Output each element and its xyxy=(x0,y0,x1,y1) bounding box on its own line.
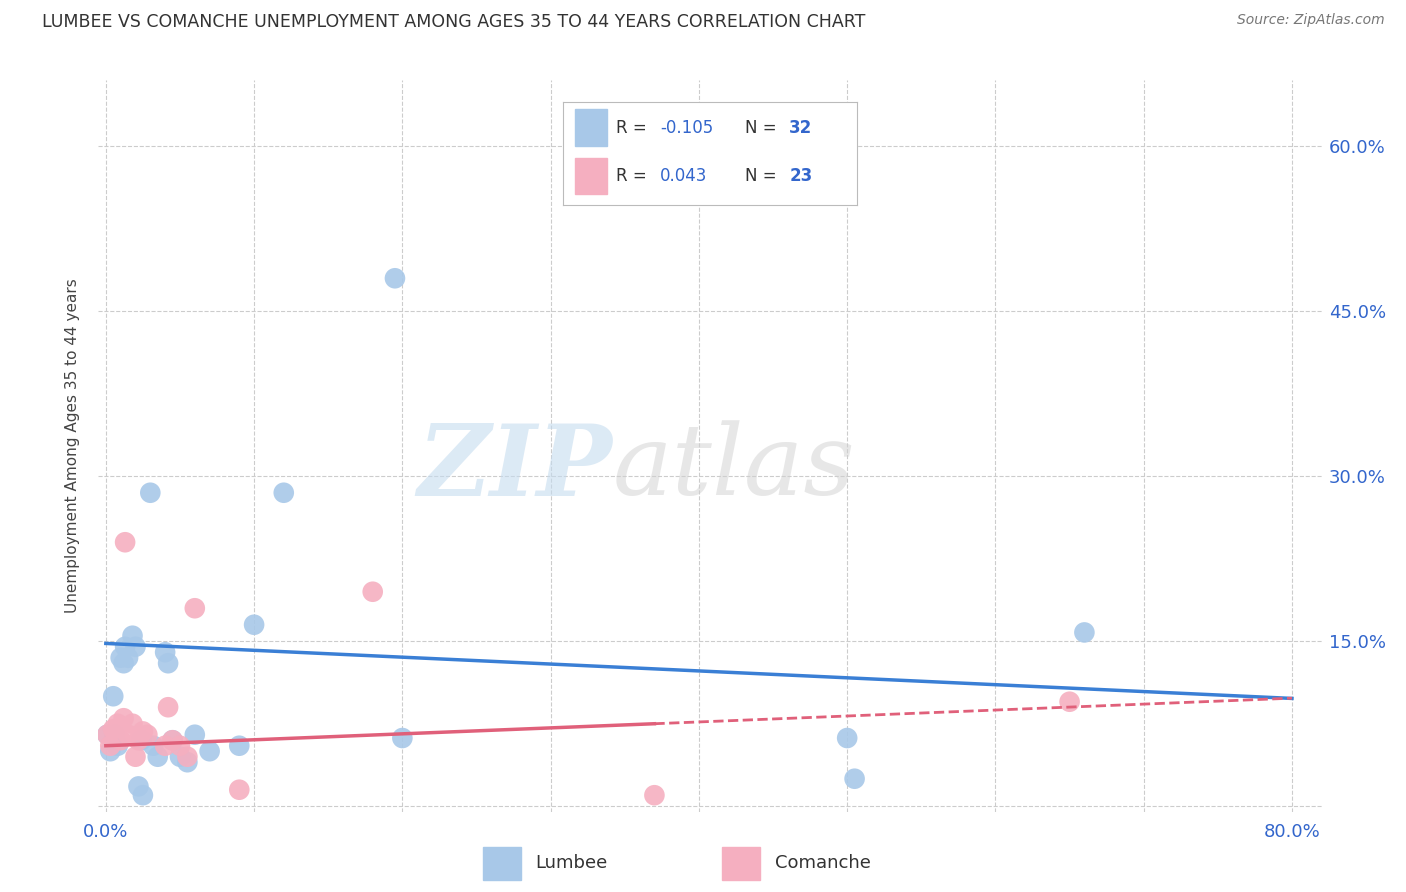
Point xyxy=(1059,695,1081,709)
Point xyxy=(184,728,207,742)
Point xyxy=(114,640,136,654)
Point xyxy=(110,733,132,747)
Point xyxy=(198,744,221,758)
Point xyxy=(169,749,191,764)
Point xyxy=(132,789,155,803)
Text: R =: R = xyxy=(616,119,647,136)
Point xyxy=(127,733,149,747)
Point xyxy=(103,723,125,737)
Point xyxy=(273,485,295,500)
Point xyxy=(1073,625,1095,640)
Point xyxy=(114,535,136,549)
Text: 32: 32 xyxy=(789,119,813,136)
Point xyxy=(146,749,169,764)
Point xyxy=(837,731,859,745)
Point xyxy=(117,728,139,742)
Point xyxy=(361,584,384,599)
Point xyxy=(103,690,125,704)
Text: ZIP: ZIP xyxy=(418,420,612,516)
Text: Lumbee: Lumbee xyxy=(536,854,607,872)
Point xyxy=(121,629,143,643)
Point xyxy=(228,739,250,753)
Bar xyxy=(575,110,607,146)
Bar xyxy=(723,847,761,880)
Point xyxy=(176,749,198,764)
Point xyxy=(162,733,184,747)
Text: 23: 23 xyxy=(789,167,813,185)
Point xyxy=(153,645,176,659)
Point xyxy=(391,731,413,745)
Point xyxy=(142,739,165,753)
Text: 0.043: 0.043 xyxy=(661,167,707,185)
Point xyxy=(98,739,121,753)
Text: Source: ZipAtlas.com: Source: ZipAtlas.com xyxy=(1237,13,1385,28)
Text: LUMBEE VS COMANCHE UNEMPLOYMENT AMONG AGES 35 TO 44 YEARS CORRELATION CHART: LUMBEE VS COMANCHE UNEMPLOYMENT AMONG AG… xyxy=(42,13,866,31)
Point xyxy=(124,640,146,654)
Point xyxy=(107,716,129,731)
Point xyxy=(112,657,135,671)
Bar xyxy=(484,847,522,880)
Point xyxy=(176,756,198,770)
Y-axis label: Unemployment Among Ages 35 to 44 years: Unemployment Among Ages 35 to 44 years xyxy=(65,278,80,614)
Point xyxy=(131,733,153,747)
Point xyxy=(162,733,184,747)
Bar xyxy=(575,158,607,194)
Point xyxy=(98,744,121,758)
Point xyxy=(117,650,139,665)
Point xyxy=(139,485,162,500)
Text: atlas: atlas xyxy=(612,420,855,516)
Point xyxy=(121,716,143,731)
Point xyxy=(107,739,129,753)
Point xyxy=(127,780,149,794)
Point xyxy=(228,782,250,797)
Point xyxy=(643,789,665,803)
Point xyxy=(110,650,132,665)
Text: R =: R = xyxy=(616,167,647,185)
Point xyxy=(184,601,207,615)
Point xyxy=(96,728,118,742)
Point xyxy=(112,711,135,725)
Text: N =: N = xyxy=(745,167,778,185)
Point xyxy=(157,700,180,714)
Point xyxy=(136,728,159,742)
Point xyxy=(153,739,176,753)
Text: Comanche: Comanche xyxy=(775,854,870,872)
Text: -0.105: -0.105 xyxy=(661,119,713,136)
Point xyxy=(844,772,866,786)
Point xyxy=(104,728,127,742)
Text: N =: N = xyxy=(745,119,778,136)
Point xyxy=(384,271,406,285)
Point xyxy=(132,724,155,739)
Point xyxy=(169,739,191,753)
Point xyxy=(243,617,266,632)
Point xyxy=(124,749,146,764)
Point xyxy=(157,657,180,671)
Point xyxy=(96,728,118,742)
